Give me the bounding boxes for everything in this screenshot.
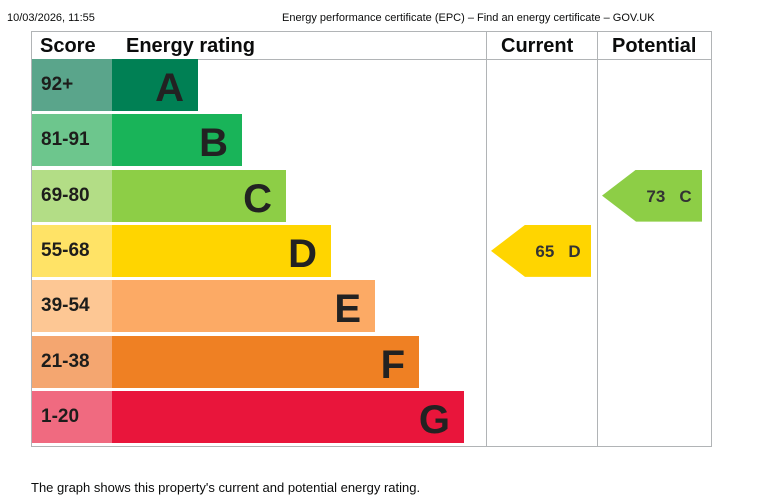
band-bar: E [112, 280, 375, 333]
current-column-header: Current [501, 35, 574, 57]
potential-rating-letter: C [679, 186, 692, 206]
rating-band-b: 81-91 B [32, 114, 242, 167]
band-score-range: 39-54 [32, 280, 112, 333]
current-column-divider [486, 32, 487, 446]
band-score-range: 69-80 [32, 169, 112, 222]
potential-rating-arrow: 73 C [602, 169, 702, 222]
band-letter: D [288, 231, 317, 276]
potential-column-header: Potential [612, 35, 697, 57]
current-rating-score: 65 [535, 241, 555, 261]
graph-caption: The graph shows this property's current … [31, 480, 421, 495]
band-bar: G [112, 390, 464, 443]
energy-rating-column-header: Energy rating [126, 35, 255, 57]
band-score-range: 55-68 [32, 224, 112, 277]
potential-rating-score: 73 [646, 186, 666, 206]
band-letter: G [418, 397, 450, 442]
band-letter: F [380, 342, 405, 387]
print-page-title: Energy performance certificate (EPC) – F… [282, 12, 655, 24]
energy-rating-graph: Score Energy rating Current Potential 92… [31, 31, 712, 447]
band-score-range: 1-20 [32, 390, 112, 443]
rating-band-d: 55-68 D [32, 224, 331, 277]
rating-band-f: 21-38 F [32, 335, 419, 388]
rating-band-g: 1-20 G [32, 390, 464, 443]
band-score-range: 92+ [32, 59, 112, 111]
potential-column-divider [597, 32, 598, 446]
score-column-header: Score [40, 35, 96, 57]
band-bar: A [112, 59, 198, 111]
band-bar: C [112, 169, 286, 222]
band-letter: E [334, 287, 361, 332]
band-bar: D [112, 224, 331, 277]
rating-band-a: 92+ A [32, 59, 198, 111]
rating-band-c: 69-80 C [32, 169, 286, 222]
band-bar: F [112, 335, 419, 388]
rating-band-e: 39-54 E [32, 280, 375, 333]
band-score-range: 21-38 [32, 335, 112, 388]
band-letter: C [243, 176, 272, 221]
print-timestamp: 10/03/2026, 11:55 [7, 12, 95, 24]
band-bar: B [112, 114, 242, 167]
band-letter: B [199, 121, 228, 166]
header-divider [32, 59, 711, 60]
print-header: 10/03/2026, 11:55 Energy performance cer… [0, 12, 768, 26]
band-letter: A [155, 66, 184, 110]
current-rating-arrow: 65 D [491, 224, 591, 277]
current-rating-letter: D [568, 241, 581, 261]
band-score-range: 81-91 [32, 114, 112, 167]
